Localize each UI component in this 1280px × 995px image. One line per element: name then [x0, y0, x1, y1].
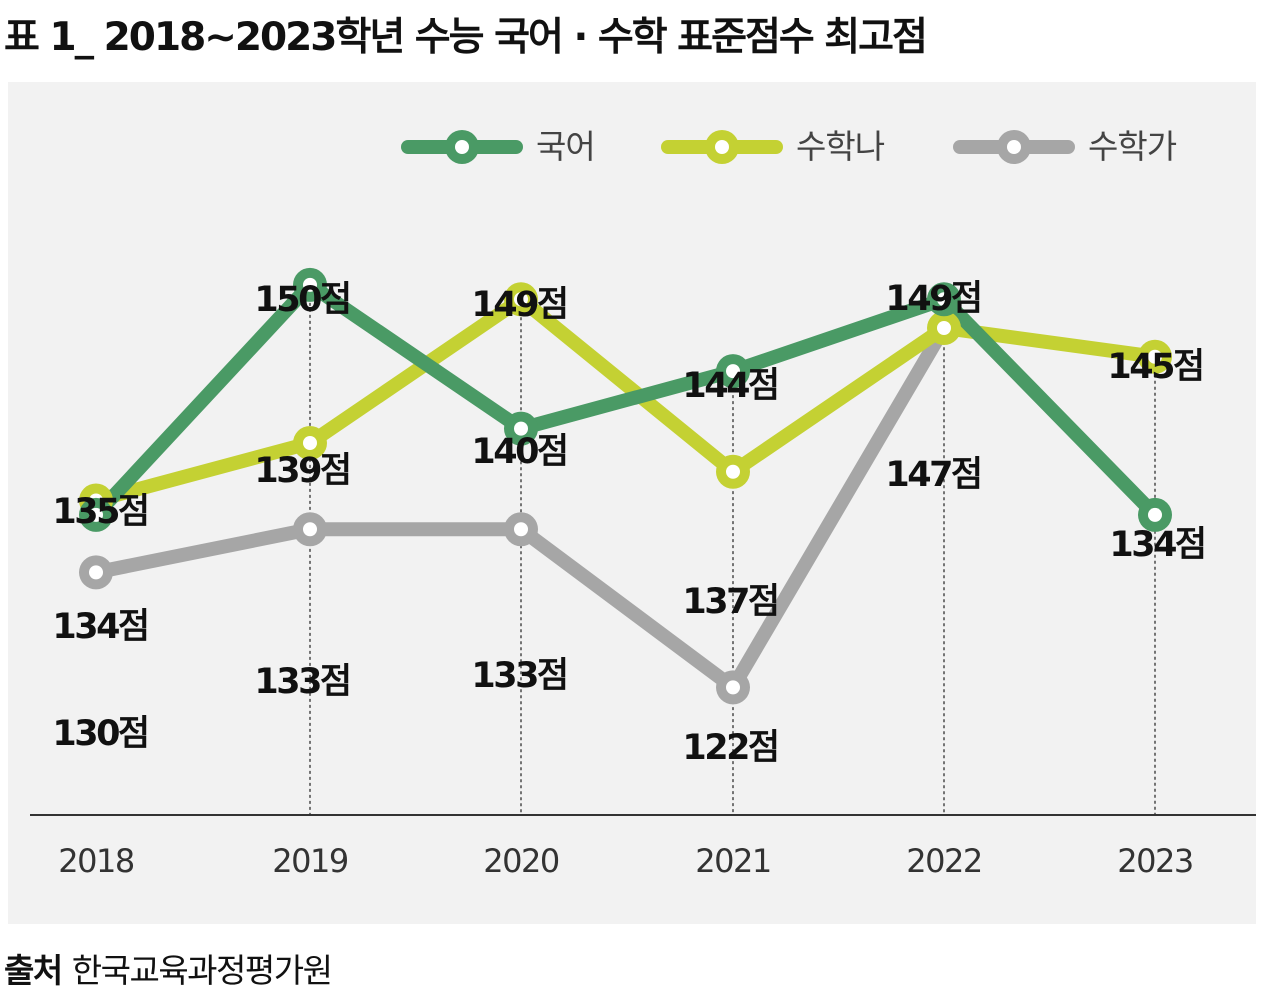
data-label: 134점	[1109, 525, 1204, 565]
point-inner-수학나-2021	[726, 464, 740, 479]
point-inner-수학가-2020	[514, 522, 528, 537]
legend-marker-inner-수학나	[715, 140, 729, 154]
data-label: 122점	[682, 728, 777, 768]
data-label: 140점	[471, 432, 566, 472]
point-inner-수학나-2019	[303, 436, 317, 450]
point-inner-국어-2023	[1148, 507, 1162, 522]
x-tick-label-2022: 2022	[906, 842, 981, 880]
point-inner-국어-2020	[514, 421, 528, 436]
point-inner-국어-2019	[303, 277, 317, 292]
data-label: 145점	[1107, 347, 1202, 387]
chart-title: 표 1_ 2018∼2023학년 수능 국어 · 수학 표준점수 최고점	[4, 15, 928, 60]
data-label: 134점	[52, 607, 147, 647]
point-inner-수학가-2019	[303, 522, 317, 537]
x-tick-label-2021: 2021	[695, 842, 770, 880]
source-label: 출처	[4, 951, 63, 990]
data-label: 135점	[52, 492, 147, 532]
data-label: 139점	[254, 451, 349, 491]
data-label: 133점	[254, 662, 349, 702]
data-label: 149점	[471, 285, 566, 325]
data-label: 133점	[471, 656, 566, 696]
x-tick-label-2019: 2019	[272, 842, 348, 880]
series-line-국어	[89, 277, 1162, 522]
data-label: 144점	[682, 366, 777, 406]
legend-label-수학가: 수학가	[1088, 127, 1177, 166]
data-label: 149점	[885, 279, 980, 319]
data-label: 137점	[682, 582, 777, 622]
point-inner-수학가-2018	[89, 565, 103, 580]
data-label: 147점	[885, 455, 980, 495]
x-tick-label-2018: 2018	[58, 842, 134, 880]
legend-marker-inner-국어	[455, 140, 469, 154]
source-value: 한국교육과정평가원	[71, 951, 333, 990]
point-inner-수학가-2021	[726, 680, 740, 695]
point-inner-수학나-2023	[1148, 349, 1162, 364]
chart-panel	[8, 82, 1256, 924]
source-line: 출처 한국교육과정평가원	[4, 944, 333, 992]
legend-label-국어: 국어	[536, 127, 595, 166]
point-inner-수학나-2020	[514, 292, 528, 307]
data-label: 150점	[254, 280, 349, 320]
point-inner-수학나-2022	[937, 321, 951, 335]
point-inner-국어-2021	[726, 364, 740, 379]
point-inner-국어-2022	[937, 292, 951, 307]
legend-marker-inner-수학가	[1007, 140, 1021, 154]
data-label: 130점	[52, 714, 147, 754]
point-inner-국어-2018	[89, 507, 103, 522]
legend-label-수학나: 수학나	[796, 127, 885, 166]
x-tick-label-2020: 2020	[483, 842, 559, 880]
x-tick-label-2023: 2023	[1117, 842, 1192, 880]
